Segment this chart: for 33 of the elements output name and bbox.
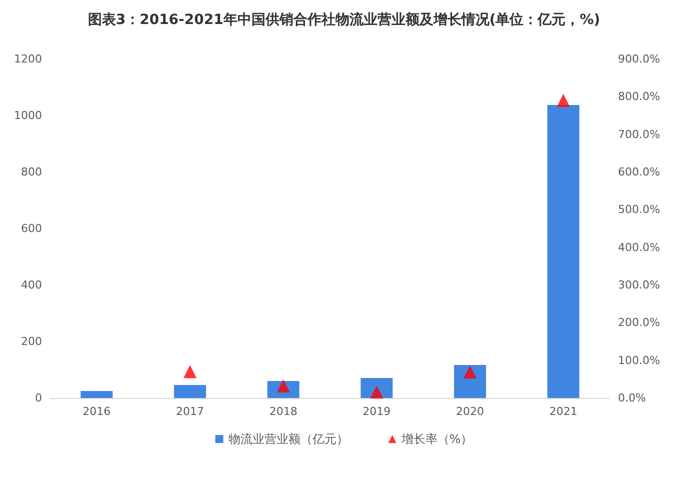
bar [174,385,206,398]
y2-tick-label: 900.0% [618,52,660,66]
chart-title: 图表3：2016-2021年中国供销合作社物流业营业额及增长情况(单位：亿元，%) [88,11,600,28]
point [556,94,570,107]
bar [80,390,113,398]
bar [547,105,580,398]
y-tick-label: 400 [21,278,42,292]
point [184,365,196,378]
y2-tick-label: 700.0% [618,128,660,141]
x-tick-label: 2017 [176,405,204,418]
x-tick-label: 2016 [82,405,111,418]
x-tick-label: 2018 [269,405,298,418]
x-tick-label: 2020 [456,405,484,418]
y-tick-label: 800 [21,166,42,178]
y2-tick-label: 500.0% [618,203,660,216]
x-tick-label: 2021 [549,405,578,418]
y2-tick-label: 600.0% [618,166,660,178]
y-tick-label: 0 [35,392,42,404]
point [464,366,476,379]
y-tick-label: 1200 [14,52,42,66]
y2-tick-label: 0.0% [618,392,646,404]
y2-tick-label: 300.0% [618,278,660,292]
y-tick-label: 200 [21,335,42,348]
x-tick-label: 2019 [362,405,391,418]
bar [454,364,486,398]
y2-tick-label: 800.0% [618,90,660,104]
legend-label: 增长率（%） [400,432,473,446]
y2-tick-label: 400.0% [618,240,660,254]
y2-tick-label: 100.0% [618,354,660,367]
y2-tick-label: 200.0% [618,316,660,330]
y-tick-label: 1000 [14,109,42,122]
y-tick-label: 600 [21,222,42,235]
legend-label: 物流业营业额（亿元） [228,432,348,446]
